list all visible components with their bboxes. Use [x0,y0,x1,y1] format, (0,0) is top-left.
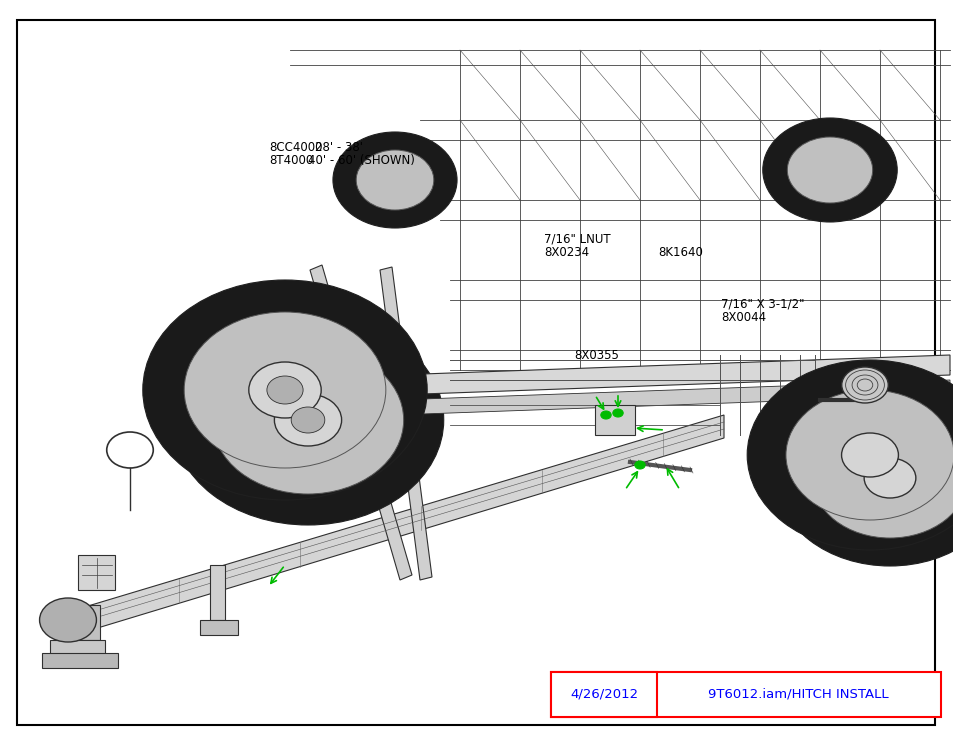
Text: 28' - 38': 28' - 38' [314,141,362,154]
Text: 9T6012.iam/HITCH INSTALL: 9T6012.iam/HITCH INSTALL [707,688,888,701]
Circle shape [213,346,403,494]
Text: 8X0234: 8X0234 [543,246,588,259]
Circle shape [249,362,321,418]
Circle shape [841,367,887,403]
Circle shape [786,137,872,203]
Bar [50,640,105,655]
Circle shape [746,360,953,550]
Circle shape [172,315,443,525]
Text: 8X0355: 8X0355 [574,349,618,362]
Text: 7/16" LNUT: 7/16" LNUT [543,232,610,246]
Bar [78,555,115,590]
Polygon shape [395,355,949,395]
Circle shape [184,312,385,468]
Bar [42,653,118,668]
Circle shape [612,409,622,417]
Polygon shape [379,267,432,580]
Polygon shape [395,380,949,415]
Circle shape [841,433,898,477]
Bar [210,565,225,620]
Bar [551,672,656,717]
Circle shape [355,150,434,210]
Circle shape [785,390,953,520]
Text: 8K1640: 8K1640 [658,246,702,259]
Text: 4/26/2012: 4/26/2012 [569,688,638,701]
Circle shape [812,418,953,538]
Bar [595,405,635,435]
Text: 40' - 60' (SHOWN): 40' - 60' (SHOWN) [308,154,415,168]
Polygon shape [58,415,723,640]
Circle shape [600,411,611,419]
Polygon shape [55,605,100,640]
Circle shape [291,407,324,433]
Text: 7/16" X 3-1/2": 7/16" X 3-1/2" [720,297,804,311]
Bar [200,620,237,635]
Bar [551,672,940,717]
Circle shape [863,458,915,498]
Circle shape [333,132,456,228]
Circle shape [274,394,341,446]
Circle shape [143,280,427,500]
Text: 8CC4000: 8CC4000 [269,141,322,154]
Polygon shape [310,265,412,580]
Circle shape [634,461,644,469]
Text: 8X0044: 8X0044 [720,311,765,324]
Circle shape [39,598,96,642]
Circle shape [267,376,303,404]
Text: 8T4000: 8T4000 [269,154,313,168]
Circle shape [107,432,153,468]
Circle shape [762,118,896,222]
Circle shape [776,390,953,566]
